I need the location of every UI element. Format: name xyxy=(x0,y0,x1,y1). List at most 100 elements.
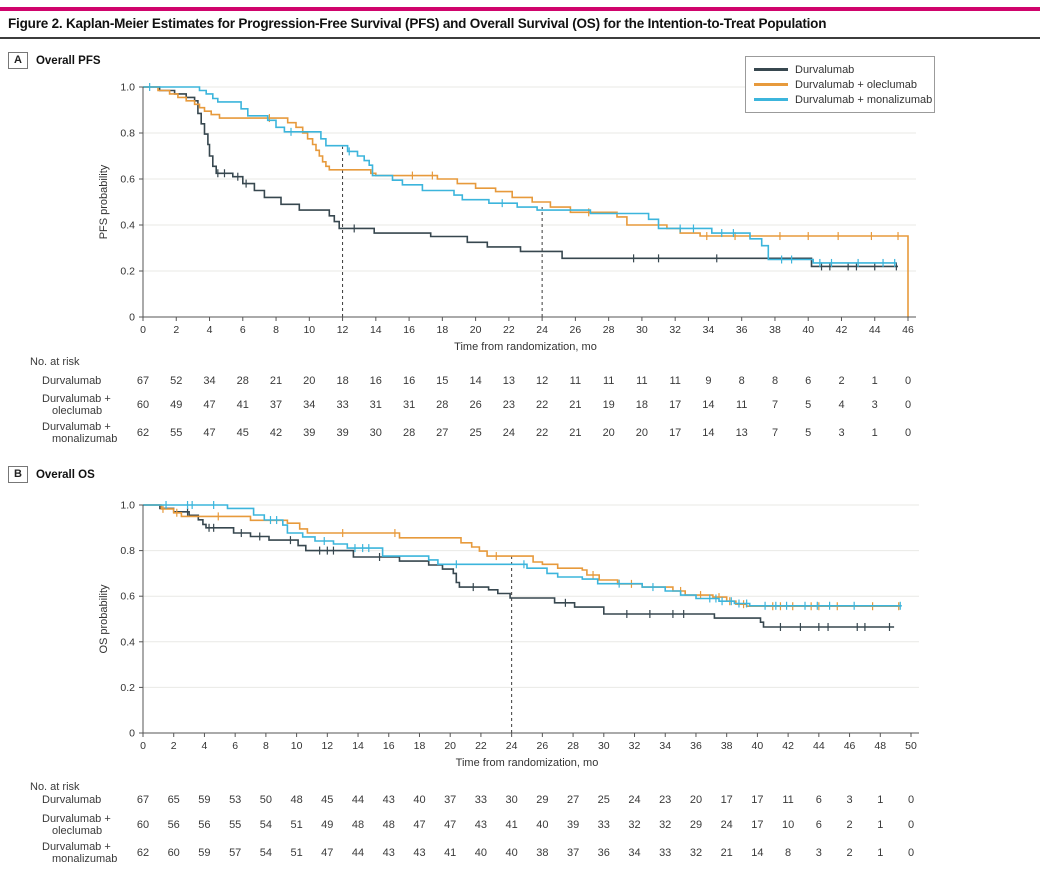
risk-count: 60 xyxy=(167,847,180,859)
risk-count: 6 xyxy=(805,375,812,387)
panel-a-header: A Overall PFS xyxy=(8,52,101,69)
x-tick-label: 42 xyxy=(782,740,794,752)
legend-label: Durvalumab + oleclumab xyxy=(795,78,917,91)
risk-count: 20 xyxy=(303,375,316,387)
risk-count: 20 xyxy=(689,794,703,806)
x-tick-label: 40 xyxy=(802,324,814,336)
risk-count: 3 xyxy=(871,399,878,411)
risk-count: 1 xyxy=(877,819,884,831)
risk-count: 21 xyxy=(569,427,582,439)
risk-count: 34 xyxy=(628,847,641,859)
x-tick-label: 28 xyxy=(567,740,579,752)
risk-table-title: No. at risk xyxy=(30,356,80,368)
risk-count: 62 xyxy=(136,427,150,439)
risk-count: 27 xyxy=(436,427,449,439)
x-tick-label: 16 xyxy=(403,324,415,336)
risk-count: 11 xyxy=(602,375,615,387)
x-tick-label: 32 xyxy=(669,324,681,336)
risk-count: 17 xyxy=(751,819,764,831)
risk-count: 39 xyxy=(336,427,349,439)
km-curve xyxy=(143,504,901,607)
risk-count: 11 xyxy=(636,375,648,387)
risk-count: 12 xyxy=(535,375,549,387)
km-curve xyxy=(143,504,902,607)
panel-a-title: Overall PFS xyxy=(35,54,101,67)
x-tick-label: 28 xyxy=(603,324,615,336)
risk-count: 50 xyxy=(259,794,273,806)
title-divider xyxy=(0,37,1040,39)
risk-count: 26 xyxy=(469,399,482,411)
risk-count: 10 xyxy=(781,819,795,831)
risk-count: 17 xyxy=(669,427,682,439)
risk-count: 33 xyxy=(659,847,672,859)
x-tick-label: 0 xyxy=(140,324,146,336)
x-tick-label: 14 xyxy=(352,740,364,752)
risk-count: 56 xyxy=(198,819,211,831)
x-tick-label: 30 xyxy=(636,324,648,336)
risk-count: 21 xyxy=(269,375,283,387)
risk-count: 11 xyxy=(669,375,681,387)
risk-count: 6 xyxy=(815,794,822,806)
x-tick-label: 40 xyxy=(752,740,764,752)
x-tick-label: 18 xyxy=(414,740,426,752)
risk-row-label: oleclumab xyxy=(52,405,103,417)
risk-count: 14 xyxy=(469,375,482,387)
risk-count: 18 xyxy=(336,375,349,387)
x-tick-label: 2 xyxy=(173,324,179,336)
risk-count: 47 xyxy=(321,847,334,859)
risk-count: 17 xyxy=(751,794,764,806)
x-tick-label: 50 xyxy=(905,740,917,752)
y-tick-label: 1.0 xyxy=(120,82,135,94)
y-tick-label: 1.0 xyxy=(120,500,135,512)
legend-item-oleclumab: Durvalumab + oleclumab xyxy=(754,77,934,92)
x-tick-label: 34 xyxy=(659,740,671,752)
x-tick-label: 46 xyxy=(902,324,914,336)
risk-count: 42 xyxy=(269,427,283,439)
legend-label: Durvalumab + monalizumab xyxy=(795,93,933,106)
risk-count: 55 xyxy=(229,819,242,831)
x-tick-label: 34 xyxy=(703,324,715,336)
risk-count: 9 xyxy=(705,375,712,387)
legend-line-oleclumab-icon xyxy=(754,83,788,86)
risk-row-label: Durvalumab + xyxy=(42,421,111,433)
risk-count: 41 xyxy=(236,399,249,411)
risk-count: 1 xyxy=(871,427,878,439)
risk-count: 51 xyxy=(290,847,303,859)
risk-count: 49 xyxy=(170,399,183,411)
risk-count: 24 xyxy=(502,427,516,439)
risk-count: 36 xyxy=(597,847,610,859)
y-tick-label: 0.6 xyxy=(120,591,135,603)
risk-row-label: monalizumab xyxy=(52,433,118,445)
risk-count: 47 xyxy=(444,819,457,831)
risk-count: 22 xyxy=(535,427,549,439)
y-tick-label: 0 xyxy=(129,312,135,324)
risk-count: 51 xyxy=(290,819,303,831)
x-tick-label: 44 xyxy=(869,324,881,336)
risk-count: 54 xyxy=(259,819,273,831)
risk-row-label: oleclumab xyxy=(52,825,103,837)
km-curve xyxy=(143,504,895,628)
x-tick-label: 26 xyxy=(570,324,582,336)
risk-count: 28 xyxy=(436,399,449,411)
risk-count: 32 xyxy=(659,819,672,831)
x-tick-label: 6 xyxy=(232,740,238,752)
risk-count: 31 xyxy=(402,399,416,411)
x-tick-label: 0 xyxy=(140,740,146,752)
risk-count: 45 xyxy=(236,427,249,439)
risk-count: 45 xyxy=(321,794,334,806)
x-tick-label: 46 xyxy=(844,740,856,752)
risk-count: 32 xyxy=(628,819,641,831)
risk-count: 37 xyxy=(566,847,580,859)
risk-count: 56 xyxy=(167,819,180,831)
risk-count: 11 xyxy=(735,399,748,411)
risk-count: 0 xyxy=(907,794,915,806)
legend-label: Durvalumab xyxy=(795,63,855,76)
risk-count: 30 xyxy=(505,794,518,806)
x-tick-label: 4 xyxy=(207,324,213,336)
risk-count: 60 xyxy=(136,819,150,831)
risk-count: 16 xyxy=(402,375,416,387)
risk-count: 14 xyxy=(702,427,715,439)
x-tick-label: 30 xyxy=(598,740,610,752)
risk-count: 43 xyxy=(474,819,488,831)
